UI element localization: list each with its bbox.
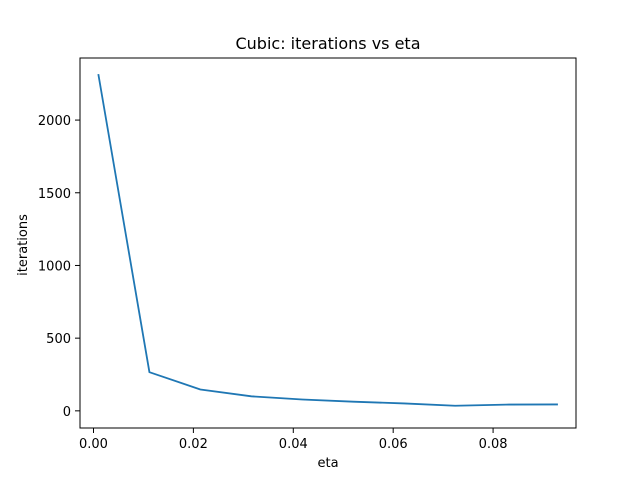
axes-frame <box>79 57 577 429</box>
plot-area <box>97 73 558 407</box>
x-tick-label: 0.04 <box>279 437 308 452</box>
y-axis-label: iterations <box>16 214 31 276</box>
y-tick-label: 2000 <box>38 114 71 129</box>
y-tick-label: 1000 <box>38 259 71 274</box>
series-line <box>97 73 558 407</box>
x-tick-label: 0.08 <box>479 437 508 452</box>
chart-title: Cubic: iterations vs eta <box>235 34 420 53</box>
x-tick-label: 0.00 <box>79 437 108 452</box>
y-tick-label: 500 <box>46 332 71 347</box>
y-tick-label: 0 <box>63 405 71 420</box>
y-axis-ticks: 0 500 1000 1500 2000 <box>38 114 80 420</box>
x-axis-ticks: 0.00 0.02 0.04 0.06 0.08 <box>79 428 508 452</box>
x-tick-label: 0.02 <box>179 437 208 452</box>
y-tick-label: 1500 <box>38 187 71 202</box>
x-axis-label: eta <box>317 456 338 471</box>
x-tick-label: 0.06 <box>379 437 408 452</box>
